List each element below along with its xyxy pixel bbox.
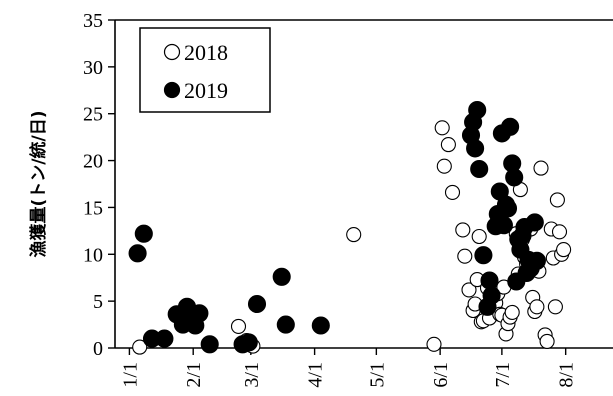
data-point-2019 (276, 315, 295, 334)
x-tick-label: 7/1 (492, 362, 514, 388)
data-point-2019 (501, 117, 520, 136)
x-tick-label: 2/1 (183, 362, 205, 388)
data-point-2018 (444, 184, 461, 200)
data-point-2019 (498, 199, 518, 218)
data-point-2018 (455, 222, 471, 238)
data-point-2019 (482, 286, 501, 305)
legend-label-2019: 2019 (184, 78, 228, 103)
data-point-2018 (434, 120, 450, 136)
y-tick-label: 10 (83, 244, 103, 266)
data-point-2019 (239, 333, 258, 352)
data-point-2018 (539, 333, 555, 349)
data-point-2019 (468, 100, 487, 120)
data-point-2019 (525, 213, 544, 232)
x-tick-label: 8/1 (556, 362, 578, 388)
data-point-2019 (466, 139, 485, 158)
data-point-2018 (547, 299, 563, 315)
x-tick-label: 3/1 (241, 362, 263, 388)
y-tick-label: 30 (83, 57, 103, 79)
data-point-2019 (128, 244, 147, 263)
data-point-2018 (440, 137, 456, 153)
data-point-2019 (311, 316, 330, 335)
data-point-2018 (533, 160, 549, 176)
y-axis-title: 漁獲量(トン/統/日) (28, 111, 49, 258)
data-point-2018 (457, 248, 473, 264)
y-tick-label: 15 (83, 197, 103, 219)
data-point-2018 (132, 339, 148, 355)
x-tick-label: 6/1 (430, 362, 452, 388)
data-point-2019 (470, 159, 489, 179)
data-point-2019 (190, 304, 209, 323)
data-point-2018 (346, 227, 362, 243)
x-tick-label: 5/1 (366, 362, 388, 388)
data-point-2019 (527, 251, 546, 270)
data-point-2019 (247, 294, 267, 314)
data-point-2018 (471, 228, 487, 245)
data-point-2019 (272, 267, 291, 286)
data-point-2018 (426, 336, 442, 352)
y-tick-label: 0 (93, 338, 103, 360)
legend: 2018 2019 (139, 27, 271, 113)
data-point-2018 (556, 242, 572, 258)
data-point-2018 (436, 158, 452, 174)
x-tick-label: 1/1 (119, 362, 141, 388)
data-point-2019 (134, 224, 153, 243)
data-point-2018 (461, 282, 477, 298)
data-point-2018 (549, 192, 565, 208)
legend-marker-2019 (163, 81, 181, 99)
data-point-2018 (551, 224, 568, 240)
data-point-2018 (230, 318, 247, 334)
legend-marker-2018 (163, 43, 181, 61)
y-tick-label: 20 (83, 151, 103, 173)
series-2019 (128, 100, 546, 354)
data-point-2018 (504, 304, 520, 320)
plot-frame (114, 19, 613, 349)
y-tick-label: 5 (93, 291, 103, 313)
data-point-2019 (474, 246, 493, 265)
y-tick-label: 35 (83, 10, 103, 32)
data-point-2018 (529, 299, 545, 315)
y-axis-ticks: 0 5 10 15 20 25 30 35 (83, 10, 115, 360)
data-point-2019 (200, 335, 219, 354)
data-point-2019 (494, 216, 513, 235)
legend-box (139, 27, 271, 113)
data-point-2019 (155, 329, 174, 348)
data-point-2019 (480, 271, 499, 290)
x-axis-ticks: 1/1 2/1 3/1 4/1 5/1 6/1 7/1 8/1 (119, 348, 578, 388)
data-point-2019 (505, 168, 524, 187)
y-tick-label: 25 (83, 104, 103, 126)
x-tick-label: 4/1 (305, 362, 327, 388)
legend-label-2018: 2018 (184, 40, 228, 65)
